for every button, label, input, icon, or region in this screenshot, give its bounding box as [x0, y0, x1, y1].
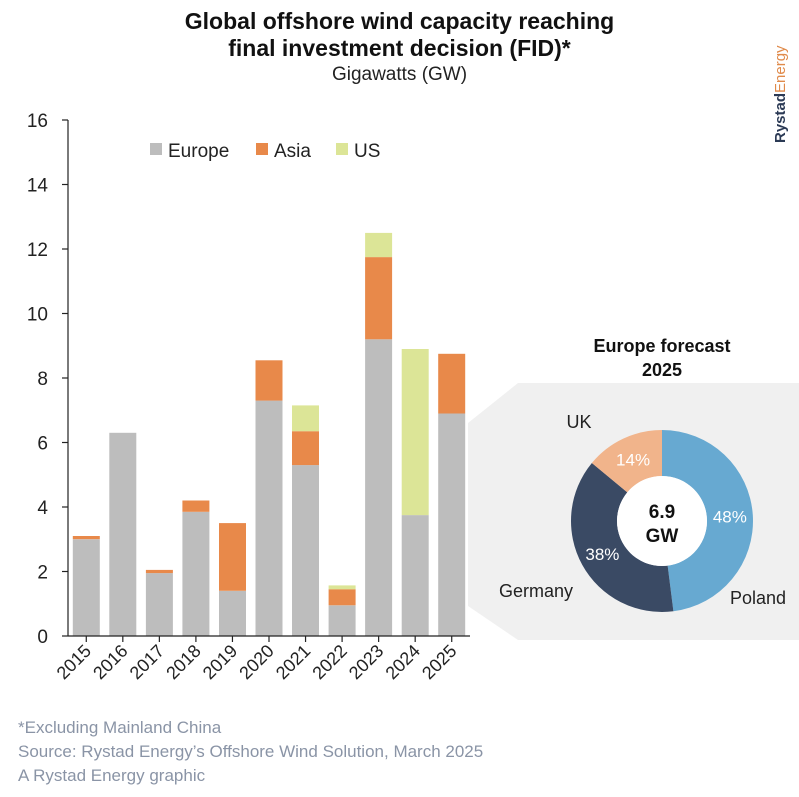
legend-swatch-us [336, 143, 348, 155]
x-tick-label: 2021 [272, 641, 314, 683]
chart-subtitle: Gigawatts (GW) [331, 64, 468, 85]
footnote: *Excluding Mainland China [18, 718, 222, 737]
chart-title-line2: final investment decision (FID)* [228, 35, 571, 61]
credit-note: A Rystad Energy graphic [18, 766, 206, 785]
donut-slice-germany [571, 462, 674, 612]
bar-europe-2025 [438, 413, 466, 636]
bar-asia-2020 [255, 360, 283, 401]
bar-europe-2019 [219, 590, 246, 636]
legend: Europe Asia US [150, 141, 380, 162]
x-tick-label: 2015 [53, 641, 95, 683]
legend-swatch-europe [150, 143, 162, 155]
bar-us-2022 [328, 585, 356, 590]
donut-center-unit: GW [646, 526, 679, 547]
donut-slice-poland [662, 430, 753, 612]
bar-asia-2022 [328, 589, 356, 606]
y-tick-label: 12 [27, 240, 48, 261]
bar-series [72, 232, 466, 637]
donut-hole [617, 476, 707, 566]
bar-europe-2020 [255, 400, 283, 636]
bar-us-2024 [401, 349, 429, 516]
donut-slice-name-germany: Germany [499, 581, 573, 601]
x-tick-label: 2020 [235, 641, 277, 683]
bar-asia-2017 [145, 569, 173, 574]
x-tick-label: 2018 [162, 641, 204, 683]
bar-asia-2023 [365, 257, 393, 340]
bar-europe-2017 [145, 573, 173, 636]
y-tick-label: 16 [27, 111, 48, 132]
y-tick-label: 4 [37, 498, 48, 519]
x-tick-label: 2019 [199, 641, 241, 683]
x-tick-label: 2022 [308, 641, 350, 683]
donut-slice-value-poland: 48% [713, 508, 747, 527]
bar-asia-2018 [182, 500, 210, 512]
y-tick-label: 14 [27, 176, 49, 197]
donut-slice-name-poland: Poland [730, 588, 786, 608]
bar-asia-2015 [72, 536, 100, 540]
source-note: Source: Rystad Energy’s Offshore Wind So… [18, 742, 484, 761]
y-tick-label: 0 [37, 627, 48, 648]
y-tick-label: 6 [37, 434, 48, 455]
legend-label-europe: Europe [168, 141, 229, 162]
x-tick-label: 2016 [89, 641, 131, 683]
bar-us-2021 [292, 405, 319, 432]
donut-slice-name-uk: UK [566, 412, 591, 432]
x-tick-label: 2025 [418, 641, 460, 683]
bar-europe-2022 [328, 605, 356, 636]
donut-slice-uk [591, 430, 662, 493]
bar-europe-2023 [365, 339, 393, 636]
bar-europe-2024 [401, 515, 429, 636]
legend-label-us: US [354, 141, 380, 162]
bar-us-2023 [365, 232, 393, 258]
bar-europe-2021 [292, 465, 319, 636]
bar-europe-2016 [109, 432, 137, 636]
legend-swatch-asia [256, 143, 268, 155]
chart-title-line1: Global offshore wind capacity reaching [184, 8, 615, 34]
donut-title-line2: 2025 [642, 360, 682, 380]
legend-label-asia: Asia [274, 141, 311, 162]
y-tick-label: 8 [37, 369, 48, 390]
bar-asia-2019 [219, 523, 246, 591]
bar-europe-2018 [182, 511, 210, 636]
x-tick-label: 2017 [126, 641, 168, 683]
donut-center-value: 6.9 [649, 502, 675, 523]
donut-slice-value-germany: 38% [585, 545, 619, 564]
donut-title-line1: Europe forecast [593, 336, 730, 356]
donut-slice-value-uk: 14% [616, 450, 650, 469]
donut-chart: Europe forecast 2025 48% Poland 38% Germany 14… [499, 336, 786, 612]
bar-asia-2025 [438, 353, 466, 414]
y-tick-label: 2 [37, 563, 48, 584]
chart-title: Global offshore wind capacity reaching f… [0, 8, 799, 62]
x-tick-label: 2024 [382, 641, 424, 683]
bar-asia-2021 [292, 431, 319, 466]
y-tick-label: 10 [27, 305, 48, 326]
bar-europe-2015 [72, 539, 100, 637]
x-tick-label: 2023 [345, 641, 387, 683]
